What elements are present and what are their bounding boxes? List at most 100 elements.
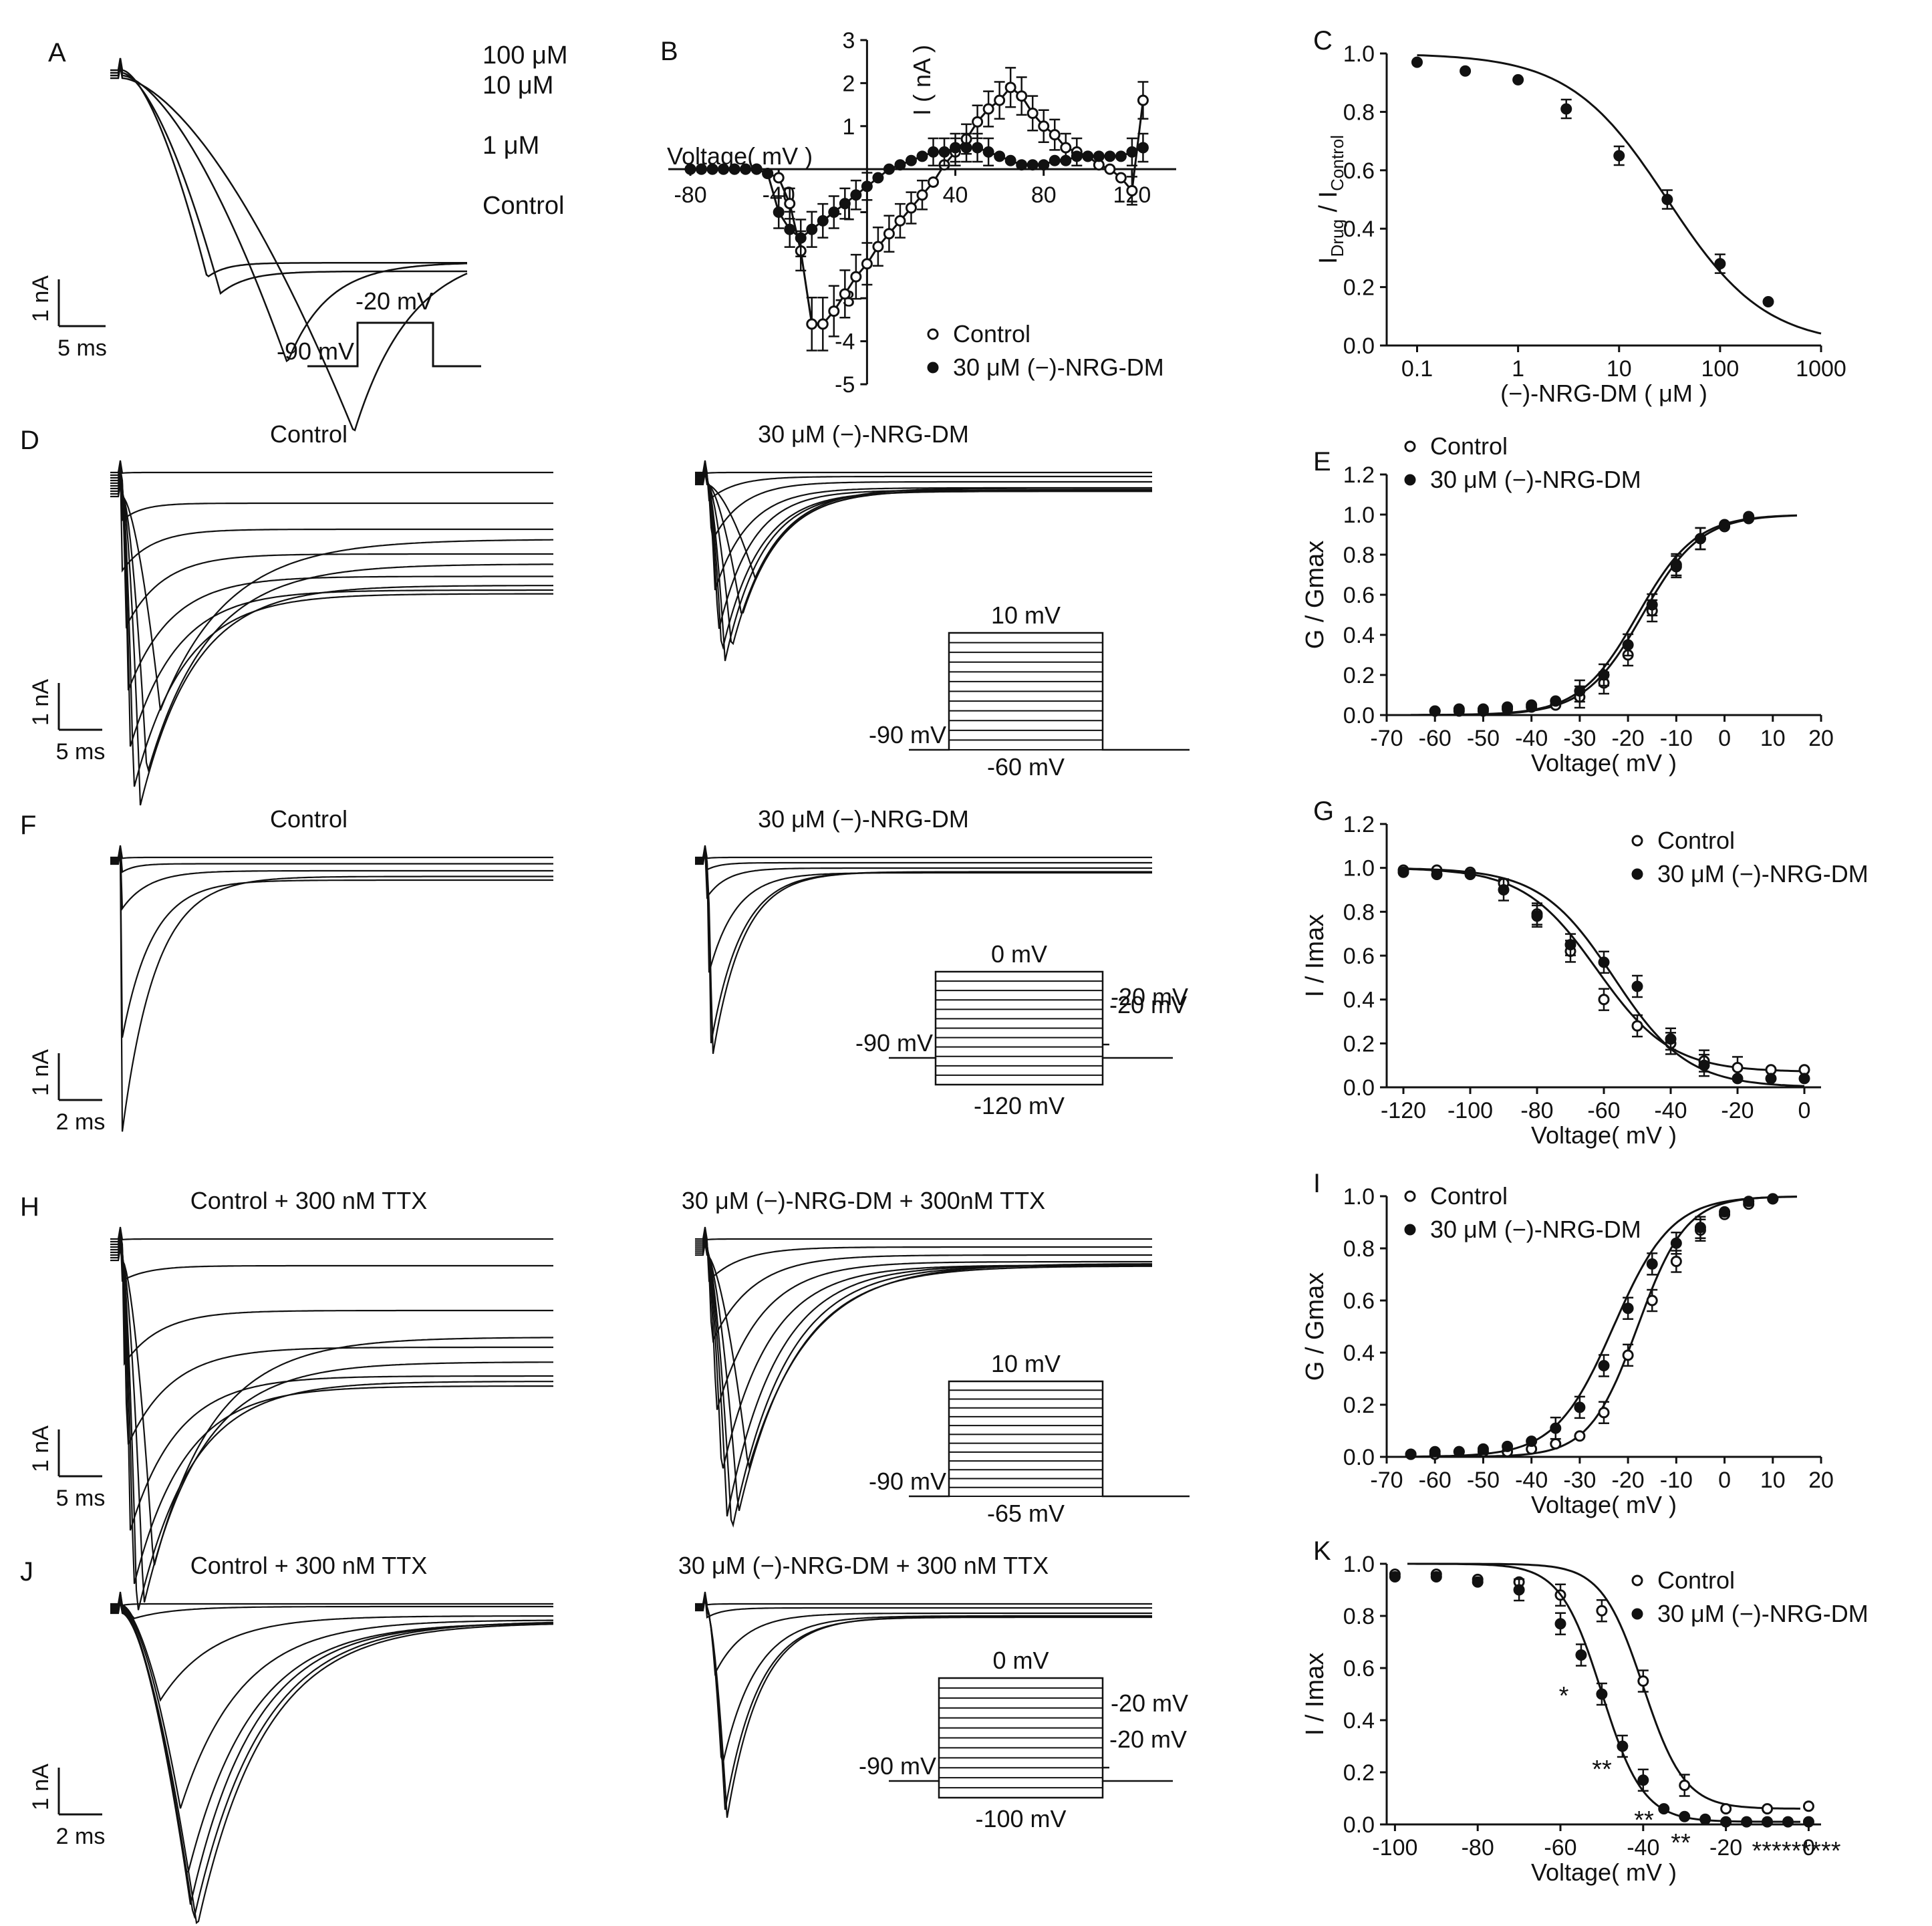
trace-F-drug-5 [695,851,1152,1055]
chart-I-point-1-3 [1477,1443,1489,1455]
trace-D-drug-0 [695,460,1152,474]
chart-K-letter: K [1313,1536,1331,1566]
scale-D-time-label: 5 ms [56,739,106,765]
scale-H-current-label: 1 nA [28,1425,53,1472]
chart-E-point-1-1 [1453,703,1465,715]
chart-B-point-1-8 [773,207,785,218]
chart-C-xtick-label: 10 [1607,356,1632,382]
chart-G-fit-1 [1403,867,1805,1087]
panel-F-right-title: 30 μM (−)-NRG-DM [758,805,969,833]
trace-D-drug-1 [695,461,1152,502]
chart-C-point-7 [1762,295,1774,307]
chart-I-fit-1 [1411,1196,1797,1458]
trace-H-control-5 [110,1240,553,1585]
chart-C-ylabel-sub2: Control [1327,135,1347,191]
chart-B-point-0-29 [1004,82,1016,94]
chart-I-point-1-8 [1598,1360,1610,1371]
scale-F-current-label: 1 nA [28,1049,53,1096]
chart-K-xlabel: Voltage( mV ) [1531,1859,1677,1886]
chart-G-ytick-label: 0.0 [1343,1075,1375,1101]
chart-G-legend-label-1: 30 μM (−)-NRG-DM [1657,860,1869,887]
trace-J-drug-5 [695,1598,1152,1818]
chart-I-point-0-11 [1670,1256,1682,1267]
chart-B-point-0-20 [905,202,917,214]
chart-B-ytick-label: -4 [835,329,855,355]
chart-E-point-1-6 [1574,685,1586,697]
trace-D-control-8 [110,481,553,773]
chart-B-point-1-21 [916,150,928,162]
chart-K-point-1-3 [1513,1584,1525,1596]
panel-J-protocol-hold: -90 mV [859,1752,936,1780]
trace-H-drug-1 [695,1228,1152,1282]
chart-B-ytick-label: -5 [835,372,855,398]
chart-B-point-1-40 [1126,146,1138,158]
chart-I-point-1-0 [1405,1448,1417,1460]
chart-G-legend-marker-0 [1631,835,1643,847]
chart-I-point-0-7 [1574,1430,1586,1442]
chart-I-point-1-11 [1670,1237,1682,1249]
chart-C-xtick-label: 100 [1701,356,1740,382]
chart-E-point-1-8 [1622,639,1634,651]
chart-G-point-0-10 [1732,1061,1744,1073]
trace-A-3 [110,65,468,432]
chart-B-point-0-9 [784,198,796,210]
panel-D-protocol-hold: -90 mV [869,721,946,748]
chart-E-ytick-label: 1.0 [1343,503,1375,528]
chart-G-point-1-10 [1732,1073,1744,1085]
chart-K-legend-marker-1 [1631,1608,1643,1620]
chart-B-point-1-35 [1071,150,1083,162]
trace-H-drug-0 [695,1226,1152,1241]
trace-J-control-4 [110,1597,553,1873]
trace-J-drug-0 [695,1591,1152,1606]
chart-B-point-0-14 [839,288,851,300]
chart-E-ytick-label: 0.2 [1343,663,1375,688]
chart-I-point-0-10 [1646,1294,1658,1306]
chart-B-point-1-14 [839,198,851,210]
chart-G-point-1-0 [1397,866,1409,878]
chart-I-point-1-12 [1694,1222,1706,1234]
chart-G-point-1-12 [1798,1073,1810,1085]
chart-I-point-1-14 [1743,1196,1755,1208]
chart-B-point-0-40 [1126,184,1138,196]
chart-B-legend-marker-1 [927,362,939,374]
protocol-A-step: -20 mV [356,287,433,315]
chart-G-ytick-label: 0.6 [1343,944,1375,969]
chart-K-point-0-10 [1802,1800,1814,1812]
panel-F-protocol-bottom: -120 mV [974,1092,1065,1119]
chart-C-ytick-label: 0.8 [1343,100,1375,125]
trace-H-control-2 [110,1232,553,1366]
chart-C-point-2 [1512,74,1524,86]
panel-H-left-title: Control + 300 nM TTX [190,1187,428,1214]
trace-H-drug-3 [695,1232,1152,1410]
chart-B-point-1-32 [1038,159,1050,171]
chart-C-point-1 [1460,65,1472,77]
chart-G-ytick-label: 1.0 [1343,856,1375,881]
chart-G-xtick-label: -100 [1447,1098,1493,1123]
chart-G-letter: G [1313,797,1334,826]
trace-H-drug-6 [695,1238,1152,1528]
chart-G-ytick-label: 0.2 [1343,1031,1375,1057]
chart-B-point-1-10 [795,232,807,244]
chart-B-point-1-29 [1004,154,1016,166]
chart-I-point-1-1 [1429,1446,1441,1458]
trace-D-control-2 [110,465,553,573]
chart-B-legend-label-1: 30 μM (−)-NRG-DM [953,354,1164,381]
chart-G-ytick-label: 1.2 [1343,812,1375,837]
chart-I-xtick-label: -70 [1370,1468,1403,1493]
chart-K-point-1-5 [1575,1649,1587,1661]
chart-E-point-1-10 [1670,559,1682,571]
chart-B-point-0-30 [1016,90,1028,102]
scale-J-time-label: 2 ms [56,1824,106,1849]
trace-F-drug-1 [695,846,1152,871]
chart-B-point-0-19 [894,215,906,227]
protocol-A-hold: -90 mV [277,337,354,365]
trace-label-A-2: 1 μM [482,132,539,160]
chart-B-point-0-34 [1060,142,1072,154]
chart-K-point-1-13 [1741,1816,1753,1828]
chart-B-point-1-5 [740,163,752,175]
chart-B-point-0-11 [806,318,818,330]
chart-B-ylabel: I ( nA ) [908,45,936,116]
chart-G-xtick-label: 0 [1798,1098,1811,1123]
chart-G-xtick-label: -60 [1587,1098,1620,1123]
trace-F-drug-0 [695,845,1152,859]
